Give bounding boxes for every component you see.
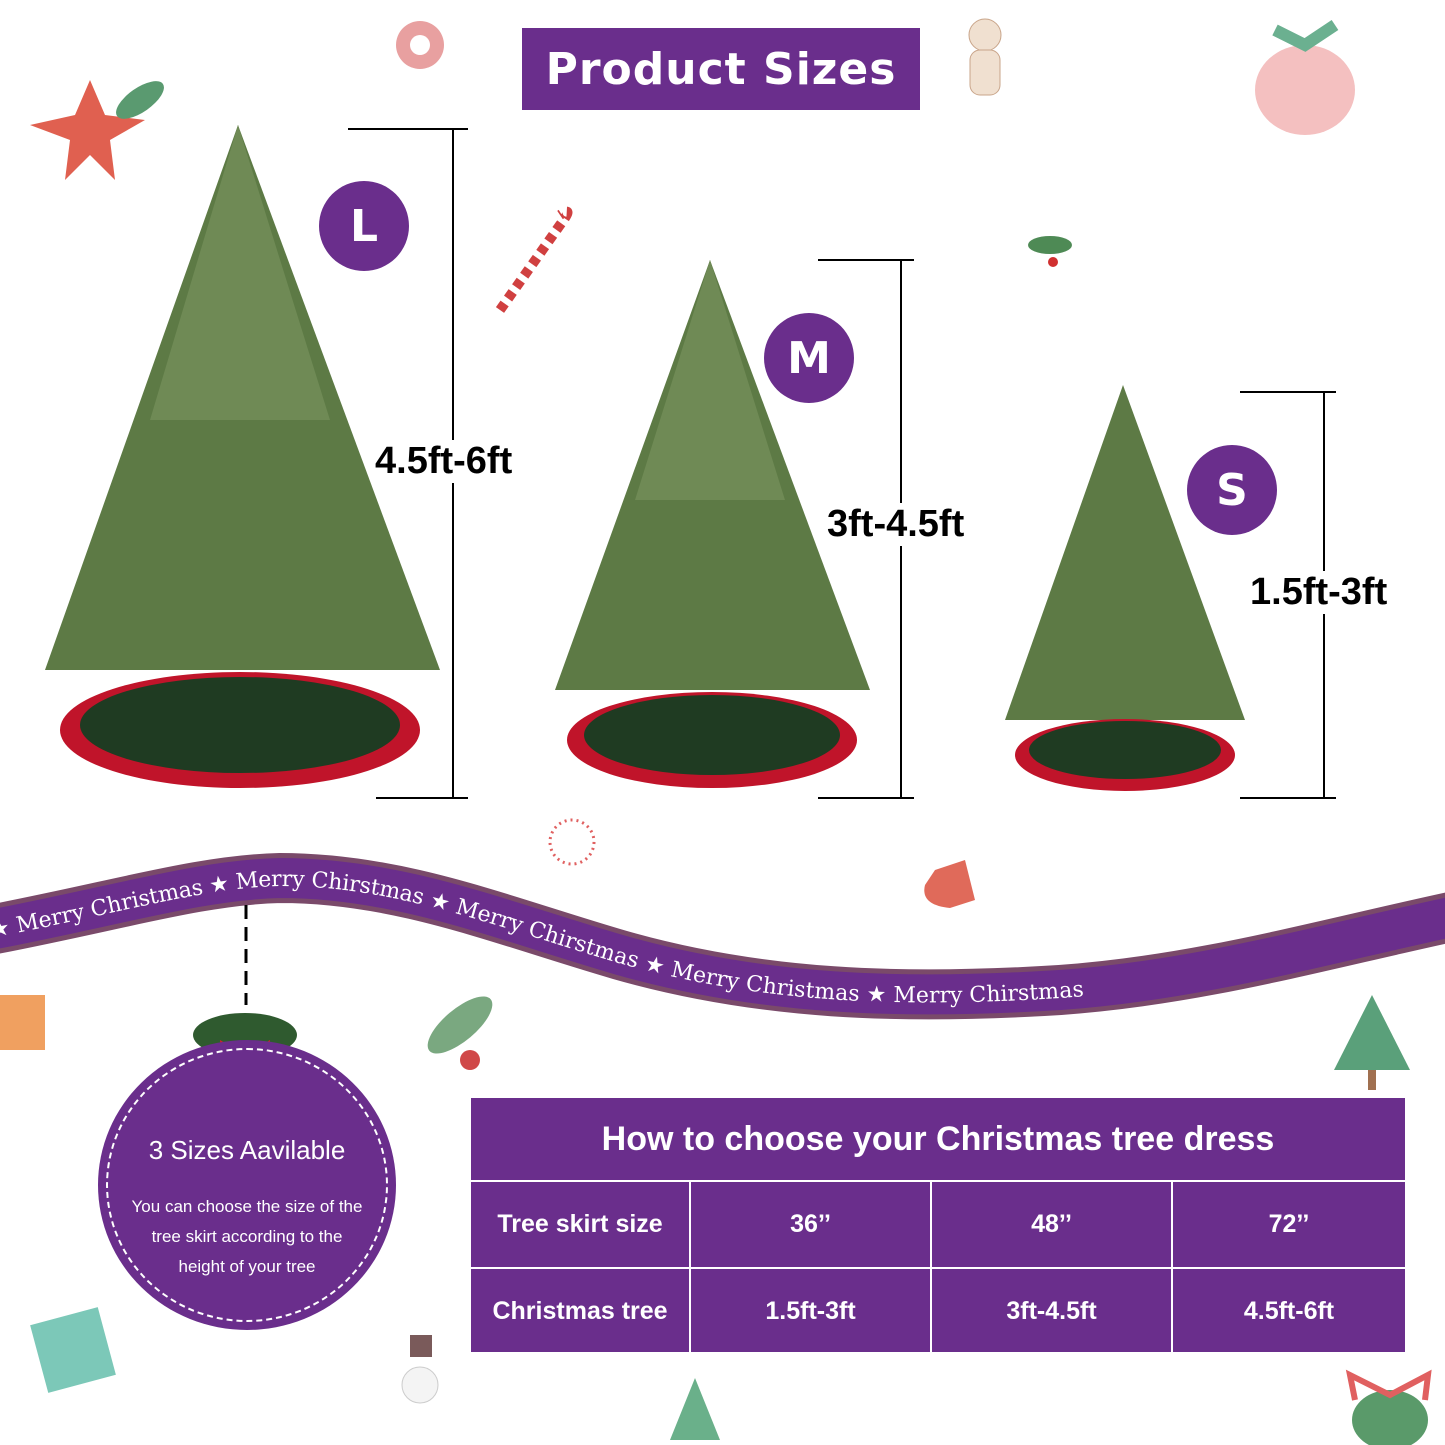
row-label: Tree skirt size xyxy=(497,1210,663,1238)
snowman-icon xyxy=(401,1335,439,1404)
table-cell: 48’’ xyxy=(930,1182,1171,1267)
table-cell: 4.5ft-6ft xyxy=(1171,1269,1405,1354)
size-badge-s: S xyxy=(1187,445,1277,535)
dimension-line xyxy=(1240,797,1336,799)
ribbon-star-icon: ★ xyxy=(0,914,19,944)
sizes-available-circle: 3 Sizes Aavilable You can choose the siz… xyxy=(98,1040,396,1330)
dimension-line xyxy=(348,128,468,130)
poinsettia-icon xyxy=(30,80,164,180)
height-range-l: 4.5ft-6ft xyxy=(373,440,515,483)
holly-icon xyxy=(427,996,493,1070)
stocking-icon xyxy=(924,860,975,908)
gift-icon xyxy=(0,995,116,1393)
row-label: Christmas tree xyxy=(492,1297,668,1325)
ornament-icon xyxy=(396,21,444,69)
small-tree-icon xyxy=(1334,995,1410,1090)
table-row: Tree skirt size 36’’ 48’’ 72’’ xyxy=(471,1182,1405,1267)
merry-christmas-ribbon: ★ Merry Christmas ★ Merry Chirstmas ★ Me… xyxy=(0,852,1445,1020)
size-badge-l: L xyxy=(319,181,409,271)
gingerbread-icon xyxy=(968,18,1002,96)
svg-text:★ Merry Christmas ★: ★ Merry Christmas ★ Merry Chirstmas ★ Me… xyxy=(0,867,1085,1009)
table-row: Christmas tree 1.5ft-3ft 3ft-4.5ft 4.5ft… xyxy=(471,1267,1405,1354)
height-range-s: 1.5ft-3ft xyxy=(1248,571,1390,614)
table-cell: 3ft-4.5ft xyxy=(930,1269,1171,1354)
tree-small-image xyxy=(1005,385,1245,791)
table-title: How to choose your Christmas tree dress xyxy=(471,1098,1405,1182)
size-guide-table: How to choose your Christmas tree dress … xyxy=(471,1098,1405,1354)
table-cell: 72’’ xyxy=(1171,1182,1405,1267)
size-badge-m: M xyxy=(764,313,854,403)
dimension-line xyxy=(376,797,468,799)
circle-description: You can choose the size of the tree skir… xyxy=(131,1197,363,1276)
table-cell: 36’’ xyxy=(689,1182,930,1267)
page-title: Product Sizes xyxy=(522,28,920,110)
dimension-line xyxy=(818,797,914,799)
height-range-m: 3ft-4.5ft xyxy=(825,503,967,546)
bell-ornament-icon xyxy=(1345,1369,1432,1445)
dimension-line xyxy=(1240,391,1336,393)
circle-title: 3 Sizes Aavilable xyxy=(148,1135,346,1165)
tree-medium-image xyxy=(555,260,870,788)
candy-cane-icon xyxy=(495,206,573,313)
small-tree-icon xyxy=(670,1378,720,1440)
gift-ornament-icon xyxy=(1255,20,1355,135)
tree-large-image xyxy=(45,125,440,788)
table-cell: 1.5ft-3ft xyxy=(689,1269,930,1354)
snowflake-icon xyxy=(548,818,596,866)
dimension-line xyxy=(818,259,914,261)
holly-icon xyxy=(1028,236,1072,267)
